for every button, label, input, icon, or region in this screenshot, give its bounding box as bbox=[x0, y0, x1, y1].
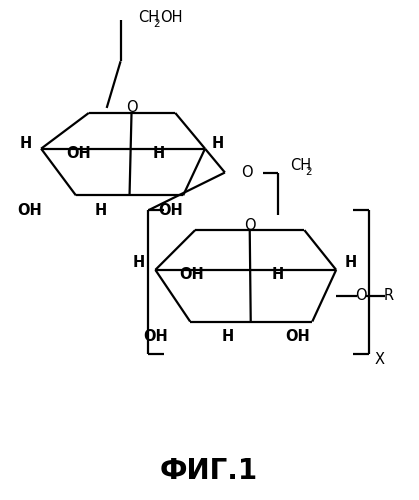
Text: OH: OH bbox=[17, 203, 41, 218]
Text: CH: CH bbox=[290, 158, 312, 173]
Text: O: O bbox=[355, 288, 367, 303]
Text: H: H bbox=[152, 146, 165, 161]
Text: 2: 2 bbox=[153, 18, 160, 28]
Text: H: H bbox=[95, 203, 107, 218]
Text: OH: OH bbox=[143, 329, 168, 344]
Text: H: H bbox=[345, 256, 357, 270]
Text: O: O bbox=[244, 218, 256, 232]
Text: H: H bbox=[222, 329, 234, 344]
Text: OH: OH bbox=[180, 268, 204, 282]
Text: H: H bbox=[20, 136, 32, 151]
Text: CH: CH bbox=[138, 10, 160, 25]
Text: OH: OH bbox=[160, 10, 183, 25]
Text: O: O bbox=[241, 165, 253, 180]
Text: ФИГ.1: ФИГ.1 bbox=[160, 456, 258, 484]
Text: H: H bbox=[272, 268, 284, 282]
Text: X: X bbox=[375, 352, 385, 367]
Text: O: O bbox=[126, 100, 137, 116]
Text: R: R bbox=[384, 288, 394, 303]
Text: H: H bbox=[212, 136, 224, 151]
Text: OH: OH bbox=[285, 329, 310, 344]
Text: H: H bbox=[132, 256, 145, 270]
Text: 2: 2 bbox=[305, 166, 312, 176]
Text: OH: OH bbox=[67, 146, 91, 161]
Text: OH: OH bbox=[158, 203, 183, 218]
